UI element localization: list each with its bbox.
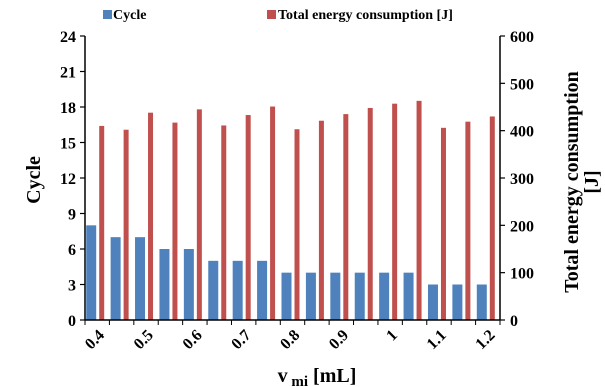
bar-cycle-0.6 [183,249,194,320]
bar-cycle-0.95 [354,272,365,320]
y-tick-label-left: 24 [60,29,76,46]
bar-energy-1.1 [440,127,446,321]
x-tick-label: 0.6 [180,327,206,353]
y-tick-label-right: 500 [510,76,534,93]
y-ticks-left: 0 3 6 9 12 15 18 21 24 [60,29,85,330]
x-tick-label: 0.4 [82,327,108,353]
bar-cycle-1.15 [452,284,463,320]
bar-energy-0.95 [367,107,373,321]
y-tick-label-left: 9 [68,207,76,224]
x-tick-label: 1.1 [424,327,450,353]
y-tick-label-left: 15 [60,136,76,153]
y-tick-label-left: 3 [68,278,76,295]
bar-energy-1.2 [489,116,495,320]
bar-cycle-0.65 [208,260,219,320]
y-tick-label-right: 0 [510,313,518,330]
y-axis-title-left: Cycle [23,156,45,204]
bar-energy-0.7 [245,115,251,321]
bar-cycle-1.05 [403,272,414,320]
y-tick-label-left: 18 [60,100,76,117]
bar-energy-1.05 [416,100,422,320]
legend-swatch-cycle [103,10,112,19]
bar-cycle-0.9 [330,272,341,320]
bar-energy-0.45 [123,129,129,320]
bar-cycle-0.85 [305,272,316,320]
bar-cycle-0.55 [159,249,170,320]
x-tick-label: 0.8 [277,327,303,353]
bar-cycle-1.1 [427,284,438,320]
x-tick-label: 1 [383,327,401,345]
bar-energy-0.9 [343,114,349,320]
y-tick-label-left: 12 [60,171,76,188]
y-ticks-right: 0 100 200 300 400 500 600 [500,29,534,330]
y-tick-label-left: 21 [60,65,76,82]
bar-cycle-0.75 [257,260,268,320]
legend-swatch-energy [267,10,276,19]
bar-energy-0.85 [318,120,324,320]
bar-cycle-0.8 [281,272,292,320]
bar-energy-0.55 [172,122,178,321]
bar-energy-0.75 [270,106,276,320]
x-ticks: 0.4 0.5 0.6 0.7 0.8 0.9 1 1.1 1.2 [82,320,501,353]
bar-energy-1.15 [465,121,471,320]
x-tick-label: 1.2 [472,327,498,353]
bar-energy-0.65 [221,125,227,321]
bar-energy-0.4 [99,125,105,320]
y-tick-label-right: 600 [510,29,534,46]
y-axis-title-right-line2: [J] [581,170,603,193]
y-tick-label-left: 6 [68,242,76,259]
bar-cycle-1 [379,272,390,320]
bar-energy-0.8 [294,129,300,320]
bar-cycle-0.45 [110,237,121,320]
y-tick-label-left: 0 [68,313,76,330]
bar-cycle-0.5 [135,237,146,320]
bar-energy-0.5 [148,112,154,321]
y-tick-label-right: 300 [510,171,534,188]
legend: Cycle Total energy consumption [J] [103,8,453,23]
bar-cycle-0.4 [86,225,97,320]
y-tick-label-right: 100 [510,266,534,283]
x-tick-label: 0.9 [326,327,352,353]
x-tick-label: 0.7 [228,327,254,353]
axes [84,36,501,321]
x-tick-label: 0.5 [131,327,157,353]
legend-label-cycle: Cycle [113,8,146,23]
y-tick-label-right: 200 [510,218,534,235]
bar-cycle-0.7 [232,260,243,320]
bars [86,100,495,321]
x-axis-title: v mi [mL] [278,365,357,387]
legend-label-energy: Total energy consumption [J] [278,8,453,23]
bar-energy-0.6 [196,109,202,320]
bar-cycle-1.2 [476,284,487,320]
y-tick-label-right: 400 [510,124,534,141]
y-axis-title-right-line1: Total energy consumption [561,71,583,293]
bar-energy-1 [392,103,398,320]
